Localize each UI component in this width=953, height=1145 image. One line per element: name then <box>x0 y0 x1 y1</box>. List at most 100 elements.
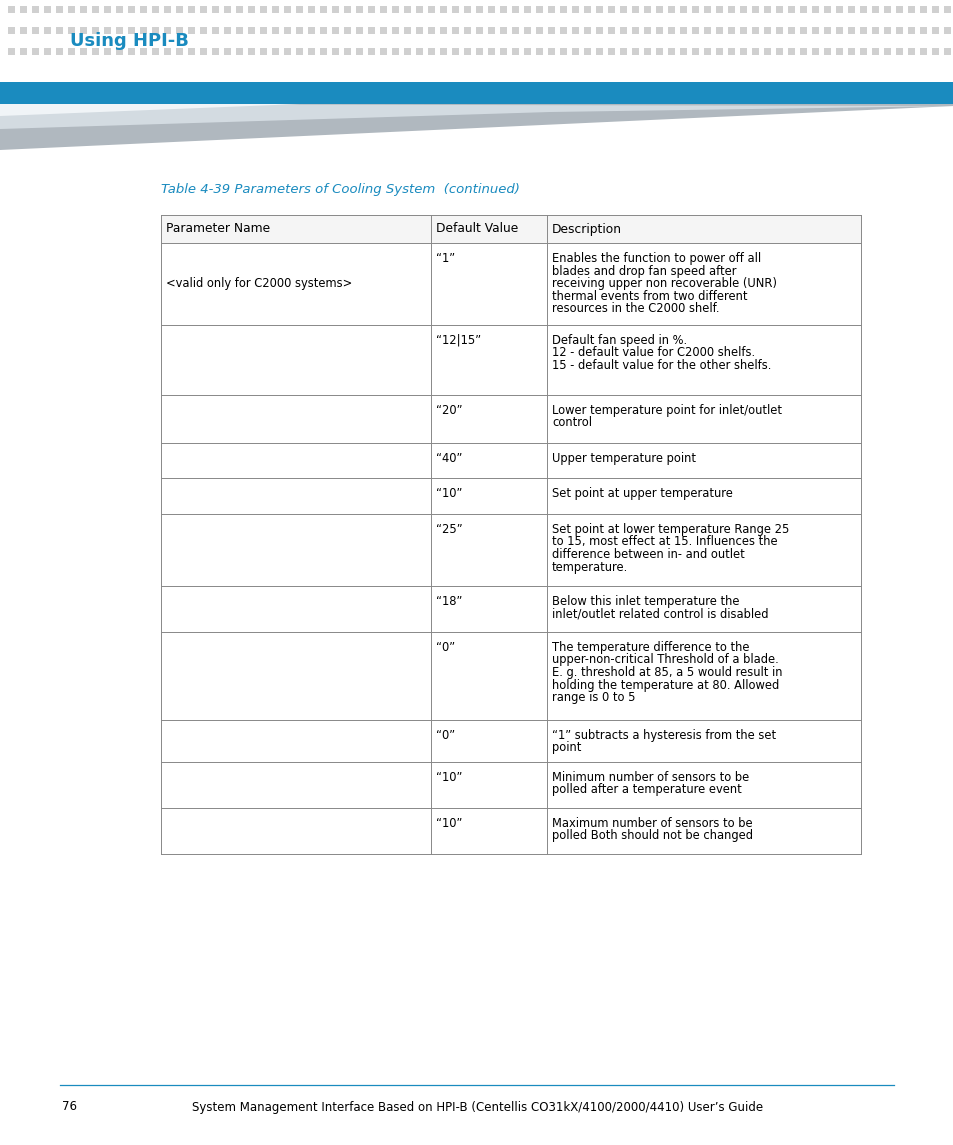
Bar <box>727 48 734 55</box>
Bar <box>188 27 194 34</box>
Bar <box>572 27 578 34</box>
Text: 12 - default value for C2000 shelfs.: 12 - default value for C2000 shelfs. <box>552 347 755 360</box>
Bar <box>523 27 531 34</box>
Bar <box>907 27 914 34</box>
Bar <box>572 6 578 13</box>
Bar <box>716 6 722 13</box>
Bar <box>931 48 938 55</box>
Polygon shape <box>0 104 953 150</box>
Bar <box>212 48 219 55</box>
Bar <box>919 6 926 13</box>
Bar <box>161 586 861 632</box>
Bar <box>476 6 482 13</box>
Bar <box>679 6 686 13</box>
Text: Description: Description <box>552 222 621 236</box>
Bar <box>512 27 518 34</box>
Bar <box>161 632 861 720</box>
Bar <box>787 6 794 13</box>
Bar <box>763 6 770 13</box>
Bar <box>943 48 950 55</box>
Bar <box>667 6 675 13</box>
Bar <box>379 48 387 55</box>
Bar <box>8 27 15 34</box>
Bar <box>656 6 662 13</box>
Bar <box>476 48 482 55</box>
Bar <box>811 6 818 13</box>
Bar <box>512 48 518 55</box>
Text: “10”: “10” <box>436 771 462 784</box>
Bar <box>559 6 566 13</box>
Bar <box>161 808 861 854</box>
Bar <box>883 6 890 13</box>
Bar <box>308 6 314 13</box>
Bar <box>679 27 686 34</box>
Bar <box>859 6 866 13</box>
Bar <box>104 6 111 13</box>
Bar <box>200 48 207 55</box>
Bar <box>403 27 411 34</box>
Bar <box>295 6 303 13</box>
Bar <box>895 27 902 34</box>
Bar <box>463 48 471 55</box>
Bar <box>161 243 861 325</box>
Bar <box>272 6 278 13</box>
Bar <box>775 6 782 13</box>
Bar <box>439 6 447 13</box>
Bar <box>44 48 51 55</box>
Bar <box>403 6 411 13</box>
Bar <box>667 48 675 55</box>
Text: “12|15”: “12|15” <box>436 334 480 347</box>
Text: Set point at lower temperature Range 25: Set point at lower temperature Range 25 <box>552 523 788 536</box>
Text: holding the temperature at 80. Allowed: holding the temperature at 80. Allowed <box>552 679 779 692</box>
Bar <box>235 6 243 13</box>
Bar <box>523 6 531 13</box>
Text: polled Both should not be changed: polled Both should not be changed <box>552 829 752 843</box>
Text: The temperature difference to the: The temperature difference to the <box>552 641 749 654</box>
Bar <box>583 48 590 55</box>
Text: 15 - default value for the other shelfs.: 15 - default value for the other shelfs. <box>552 360 771 372</box>
Text: polled after a temperature event: polled after a temperature event <box>552 783 741 797</box>
Bar <box>488 6 495 13</box>
Bar <box>332 48 338 55</box>
Bar <box>643 27 650 34</box>
Bar <box>763 48 770 55</box>
Bar <box>536 6 542 13</box>
Bar <box>439 48 447 55</box>
Bar <box>116 48 123 55</box>
Bar <box>164 48 171 55</box>
Text: Minimum number of sensors to be: Minimum number of sensors to be <box>552 771 748 784</box>
Polygon shape <box>0 104 953 129</box>
Bar <box>355 6 363 13</box>
Bar <box>140 27 147 34</box>
Text: “0”: “0” <box>436 729 455 742</box>
Bar <box>403 48 411 55</box>
Bar <box>32 27 39 34</box>
Text: “10”: “10” <box>436 487 462 500</box>
Bar <box>161 215 861 243</box>
Bar <box>128 48 135 55</box>
Bar <box>536 48 542 55</box>
Text: inlet/outlet related control is disabled: inlet/outlet related control is disabled <box>552 608 768 621</box>
Bar <box>332 27 338 34</box>
Bar <box>248 6 254 13</box>
Bar <box>91 27 99 34</box>
Bar <box>740 48 746 55</box>
Bar <box>355 48 363 55</box>
Bar <box>703 48 710 55</box>
Bar <box>499 48 506 55</box>
Bar <box>583 6 590 13</box>
Bar <box>823 6 830 13</box>
Bar <box>161 477 861 514</box>
Bar <box>452 6 458 13</box>
Bar <box>787 48 794 55</box>
Bar <box>152 48 159 55</box>
Bar <box>919 48 926 55</box>
Bar <box>619 6 626 13</box>
Text: “20”: “20” <box>436 404 462 417</box>
Bar <box>583 27 590 34</box>
Text: E. g. threshold at 85, a 5 would result in: E. g. threshold at 85, a 5 would result … <box>552 666 781 679</box>
Bar <box>128 27 135 34</box>
Bar <box>175 48 183 55</box>
Bar <box>452 27 458 34</box>
Bar <box>943 6 950 13</box>
